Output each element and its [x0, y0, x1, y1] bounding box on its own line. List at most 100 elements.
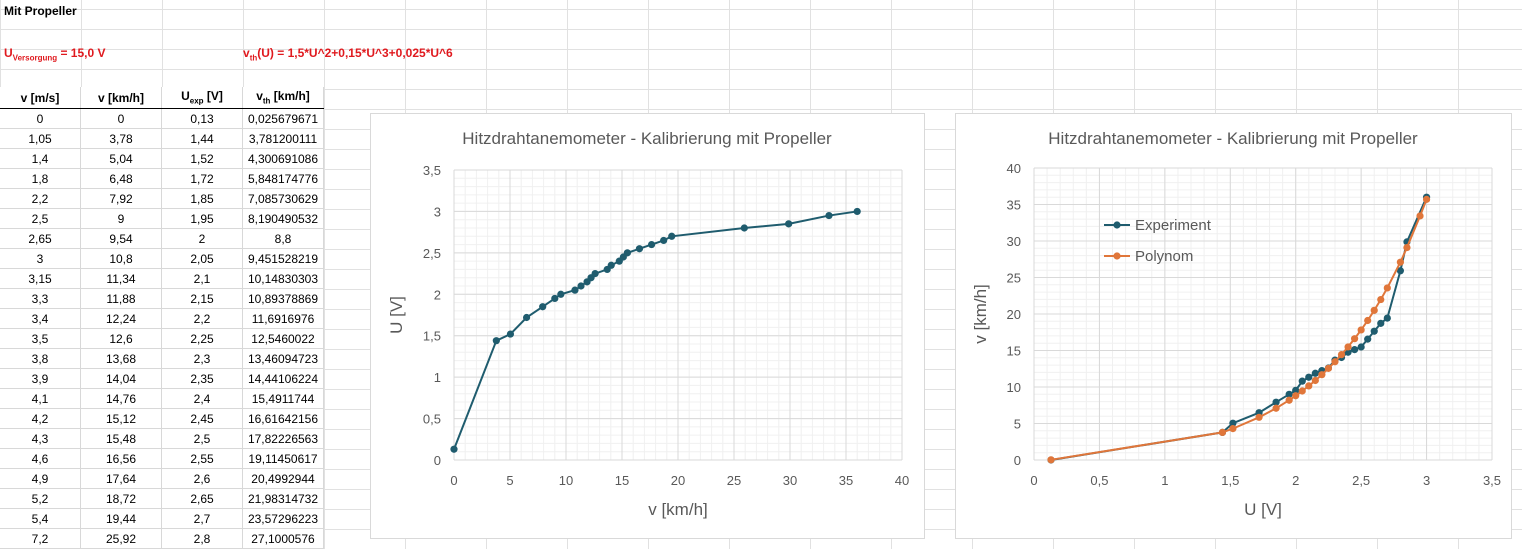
- table-cell[interactable]: 10,14830303: [242, 268, 324, 289]
- table-cell[interactable]: 19,11450617: [242, 448, 324, 469]
- table-cell[interactable]: 2,55: [161, 448, 243, 469]
- table-cell[interactable]: 4,1: [0, 388, 81, 409]
- table-cell[interactable]: 21,98314732: [242, 488, 324, 509]
- table-cell[interactable]: 15,48: [80, 428, 162, 449]
- table-cell[interactable]: 2,4: [161, 388, 243, 409]
- table-cell[interactable]: 2,1: [161, 268, 243, 289]
- table-cell[interactable]: 14,44106224: [242, 368, 324, 389]
- table-cell[interactable]: 1,52: [161, 148, 243, 169]
- table-cell[interactable]: 25,92: [80, 528, 162, 549]
- table-cell[interactable]: 2,8: [161, 528, 243, 549]
- table-cell[interactable]: 0: [80, 108, 162, 129]
- sheet-title[interactable]: Mit Propeller: [4, 4, 77, 18]
- table-cell[interactable]: 5,04: [80, 148, 162, 169]
- table-cell[interactable]: 4,2: [0, 408, 81, 429]
- table-cell[interactable]: 15,12: [80, 408, 162, 429]
- table-cell[interactable]: 5,4: [0, 508, 81, 529]
- table-cell[interactable]: 27,1000576: [242, 528, 324, 549]
- table-cell[interactable]: 13,46094723: [242, 348, 324, 369]
- table-cell[interactable]: 1,72: [161, 168, 243, 189]
- table-cell[interactable]: 2,05: [161, 248, 243, 269]
- table-cell[interactable]: 2,5: [161, 428, 243, 449]
- table-cell[interactable]: 3,9: [0, 368, 81, 389]
- table-cell[interactable]: 12,6: [80, 328, 162, 349]
- formula-cell[interactable]: vth(U) = 1,5*U^2+0,15*U^3+0,025*U^6: [243, 46, 453, 62]
- table-cell[interactable]: 3,8: [0, 348, 81, 369]
- table-cell[interactable]: 11,34: [80, 268, 162, 289]
- table-cell[interactable]: 1,85: [161, 188, 243, 209]
- table-cell[interactable]: 3,15: [0, 268, 81, 289]
- table-cell[interactable]: 4,3: [0, 428, 81, 449]
- table-cell[interactable]: 8,190490532: [242, 208, 324, 229]
- table-cell[interactable]: 23,57296223: [242, 508, 324, 529]
- table-cell[interactable]: 2,15: [161, 288, 243, 309]
- table-cell[interactable]: 11,6916976: [242, 308, 324, 329]
- table-cell[interactable]: 7,2: [0, 528, 81, 549]
- x-tick-label: 0: [1030, 473, 1037, 488]
- header-u-exp[interactable]: Uexp [V]: [161, 87, 243, 109]
- table-cell[interactable]: 4,6: [0, 448, 81, 469]
- table-cell[interactable]: 2,3: [161, 348, 243, 369]
- table-cell[interactable]: 2: [161, 228, 243, 249]
- table-cell[interactable]: 5,848174776: [242, 168, 324, 189]
- table-cell[interactable]: 9: [80, 208, 162, 229]
- table-cell[interactable]: 15,4911744: [242, 388, 324, 409]
- table-cell[interactable]: 5,2: [0, 488, 81, 509]
- table-cell[interactable]: 7,92: [80, 188, 162, 209]
- table-cell[interactable]: 0,025679671: [242, 108, 324, 129]
- table-cell[interactable]: 17,64: [80, 468, 162, 489]
- table-cell[interactable]: 0,13: [161, 108, 243, 129]
- table-cell[interactable]: 1,44: [161, 128, 243, 149]
- table-cell[interactable]: 4,300691086: [242, 148, 324, 169]
- table-cell[interactable]: 20,4992944: [242, 468, 324, 489]
- table-cell[interactable]: 10,89378869: [242, 288, 324, 309]
- table-cell[interactable]: 1,8: [0, 168, 81, 189]
- table-cell[interactable]: 12,24: [80, 308, 162, 329]
- table-cell[interactable]: 3,78: [80, 128, 162, 149]
- table-cell[interactable]: 1,95: [161, 208, 243, 229]
- table-cell[interactable]: 16,61642156: [242, 408, 324, 429]
- table-cell[interactable]: 11,88: [80, 288, 162, 309]
- chart-v-vs-u[interactable]: 0 0,5 1 1,5 2 2,5 3 3,5 0 5 10 15 20 25 30 35 40 Hitzdrah…: [955, 113, 1512, 539]
- table-cell[interactable]: 12,5460022: [242, 328, 324, 349]
- table-cell[interactable]: 3,3: [0, 288, 81, 309]
- table-cell[interactable]: 2,7: [161, 508, 243, 529]
- table-cell[interactable]: 3: [0, 248, 81, 269]
- data-point: [1396, 267, 1404, 275]
- table-cell[interactable]: 3,781200111: [242, 128, 324, 149]
- table-cell[interactable]: 1,05: [0, 128, 81, 149]
- table-cell[interactable]: 2,65: [0, 228, 81, 249]
- table-cell[interactable]: 19,44: [80, 508, 162, 529]
- table-cell[interactable]: 18,72: [80, 488, 162, 509]
- table-cell[interactable]: 4,9: [0, 468, 81, 489]
- supply-voltage-cell[interactable]: UVersorgung = 15,0 V: [4, 46, 106, 62]
- table-cell[interactable]: 17,82226563: [242, 428, 324, 449]
- table-cell[interactable]: 14,04: [80, 368, 162, 389]
- table-cell[interactable]: 2,2: [0, 188, 81, 209]
- table-cell[interactable]: 0: [0, 108, 81, 129]
- table-cell[interactable]: 7,085730629: [242, 188, 324, 209]
- table-cell[interactable]: 8,8: [242, 228, 324, 249]
- table-cell[interactable]: 2,35: [161, 368, 243, 389]
- table-cell[interactable]: 1,4: [0, 148, 81, 169]
- table-cell[interactable]: 2,25: [161, 328, 243, 349]
- table-cell[interactable]: 16,56: [80, 448, 162, 469]
- table-cell[interactable]: 3,4: [0, 308, 81, 329]
- table-cell[interactable]: 14,76: [80, 388, 162, 409]
- header-v-th[interactable]: vth [km/h]: [242, 87, 324, 109]
- table-cell[interactable]: 13,68: [80, 348, 162, 369]
- table-cell[interactable]: 9,451528219: [242, 248, 324, 269]
- table-cell[interactable]: 6,48: [80, 168, 162, 189]
- table-cell[interactable]: 2,6: [161, 468, 243, 489]
- table-cell[interactable]: 2,65: [161, 488, 243, 509]
- chart-u-vs-v[interactable]: 0 5 10 15 20 25 30 35 40 0 0,5 1 1,5 2 2,5 3 3,5 Hitzdrah…: [370, 113, 925, 539]
- table-cell[interactable]: 2,2: [161, 308, 243, 329]
- header-v-kmh[interactable]: v [km/h]: [80, 87, 162, 109]
- table-cell[interactable]: 9,54: [80, 228, 162, 249]
- table-cell[interactable]: 10,8: [80, 248, 162, 269]
- data-point: [853, 207, 861, 216]
- table-cell[interactable]: 3,5: [0, 328, 81, 349]
- header-v-ms[interactable]: v [m/s]: [0, 87, 81, 109]
- table-cell[interactable]: 2,45: [161, 408, 243, 429]
- table-cell[interactable]: 2,5: [0, 208, 81, 229]
